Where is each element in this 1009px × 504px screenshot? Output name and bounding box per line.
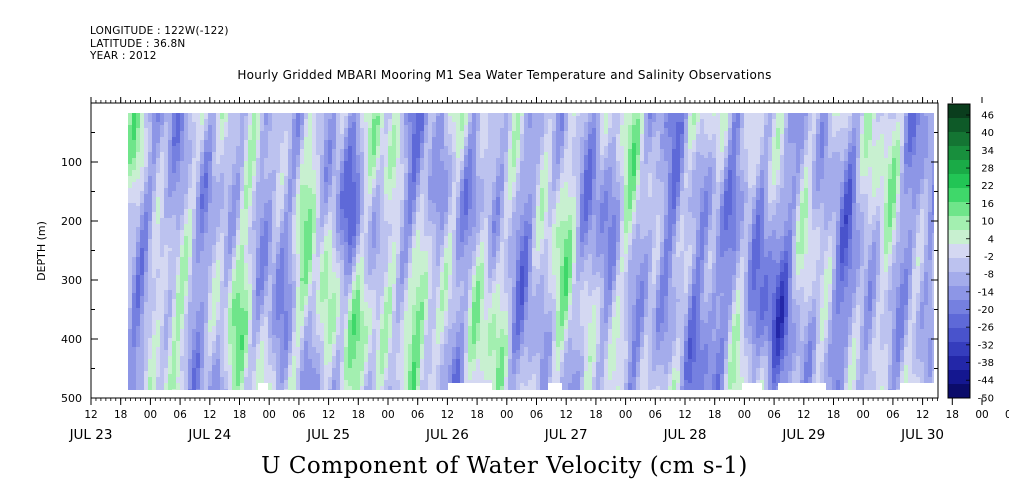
colorbar-tick-label: -44: [978, 376, 994, 387]
colorbar-tick-label: 28: [981, 164, 994, 175]
x-hour-tick-label: 12: [797, 409, 810, 421]
x-day-label: JUL 25: [306, 427, 350, 443]
colorbar-swatch: [948, 132, 970, 147]
colorbar-tick-label: -2: [984, 252, 994, 263]
x-hour-tick-label: 06: [411, 409, 425, 421]
colorbar-swatch: [948, 328, 970, 343]
x-hour-tick-label: 00: [619, 409, 632, 421]
colorbar-tick-label: -20: [978, 305, 994, 316]
colorbar: 46 40 34 28 22 16 10 4 -2 -8 -14 -20 -26 -32 -38 -44 -50: [947, 103, 994, 404]
colorbar-swatch: [948, 370, 970, 385]
colorbar-tick-label: 46: [981, 111, 994, 122]
x-hour-tick-label: 18: [708, 409, 721, 421]
x-hour-tick-label: 06: [1005, 409, 1009, 421]
colorbar-swatch: [948, 188, 970, 203]
colorbar-tick-label: -8: [984, 270, 994, 281]
x-hour-tick-label: 06: [173, 409, 187, 421]
x-day-label: JUL 29: [781, 427, 825, 443]
colorbar-swatch: [948, 272, 970, 287]
x-hour-tick-label: 18: [352, 409, 365, 421]
x-hour-tick-label: 00: [381, 409, 394, 421]
x-day-label: JUL 26: [425, 427, 469, 443]
y-tick-label: 400: [61, 333, 82, 346]
axis-ticks: [90, 97, 983, 405]
colorbar-tick-label: -26: [978, 323, 994, 334]
x-day-label: JUL 28: [663, 427, 707, 443]
y-tick-labels: 100 200 300 400 500: [61, 156, 82, 405]
colorbar-swatch: [948, 384, 970, 399]
x-hour-tick-label: 06: [767, 409, 781, 421]
y-tick-label: 200: [61, 215, 82, 228]
colorbar-tick-label: 4: [988, 234, 994, 245]
colorbar-tick-label: -32: [978, 340, 994, 351]
missing-data-gaps: [258, 383, 934, 391]
y-tick-label: 500: [61, 392, 82, 405]
colorbar-swatch: [948, 104, 970, 119]
x-hour-tick-label: 06: [886, 409, 900, 421]
x-hour-tick-label: 18: [114, 409, 127, 421]
x-hour-tick-label: 00: [857, 409, 870, 421]
x-hour-tick-label: 12: [560, 409, 573, 421]
x-hour-tick-label: 12: [441, 409, 454, 421]
colorbar-swatch: [948, 160, 970, 175]
contour-field: [128, 113, 934, 390]
colorbar-swatch: [948, 314, 970, 329]
x-hour-tick-label: 18: [470, 409, 483, 421]
latitude-label: LATITUDE : 36.8N: [90, 38, 186, 50]
x-day-label: JUL 23: [69, 427, 113, 443]
x-hour-tick-label: 18: [233, 409, 246, 421]
x-hour-tick-label: 00: [144, 409, 157, 421]
colorbar-tick-label: 22: [981, 181, 994, 192]
year-label: YEAR : 2012: [90, 50, 157, 62]
x-hour-tick-label: 12: [203, 409, 216, 421]
longitude-label: LONGITUDE : 122W(-122): [90, 25, 229, 37]
x-axis-label: U Component of Water Velocity (cm s-1): [261, 453, 748, 479]
y-tick-label: 300: [61, 274, 82, 287]
x-day-labels: JUL 23 JUL 24 JUL 25 JUL 26 JUL 27 JUL 28 JUL …: [69, 427, 944, 443]
x-day-label: JUL 24: [187, 427, 231, 443]
colorbar-swatch: [948, 146, 970, 161]
colorbar-tick-label: 10: [981, 217, 994, 228]
x-hour-tick-label: 12: [678, 409, 691, 421]
x-hour-tick-label: 12: [916, 409, 929, 421]
x-hour-tick-label: 12: [322, 409, 335, 421]
colorbar-swatch: [948, 258, 970, 273]
colorbar-swatch: [948, 118, 970, 133]
x-hour-tick-label: 00: [263, 409, 276, 421]
x-hour-tick-label: 12: [84, 409, 97, 421]
x-hour-tick-label: 06: [292, 409, 306, 421]
x-hour-tick-label: 00: [738, 409, 751, 421]
colorbar-tick-label: 16: [981, 199, 994, 210]
colorbar-swatch: [948, 216, 970, 231]
y-tick-label: 100: [61, 156, 82, 169]
x-day-label: JUL 30: [900, 427, 944, 443]
colorbar-tick-label: -50: [978, 393, 994, 404]
x-hour-tick-label: 06: [530, 409, 544, 421]
colorbar-tick-label: -14: [978, 287, 994, 298]
colorbar-tick-label: 40: [981, 128, 994, 139]
x-hour-tick-label: 00: [500, 409, 513, 421]
x-hour-tick-label: 00: [975, 409, 988, 421]
colorbar-swatch: [948, 342, 970, 357]
colorbar-swatch: [948, 202, 970, 217]
colorbar-swatch: [948, 230, 970, 245]
x-hour-tick-label: 06: [649, 409, 663, 421]
colorbar-swatch: [948, 286, 970, 301]
colorbar-swatch: [948, 244, 970, 259]
x-hour-tick-label: 18: [589, 409, 602, 421]
colorbar-tick-label: -38: [978, 358, 994, 369]
colorbar-swatch: [948, 174, 970, 189]
colorbar-swatch: [948, 356, 970, 371]
chart-title: Hourly Gridded MBARI Mooring M1 Sea Wate…: [237, 68, 772, 82]
y-axis-label: DEPTH (m): [35, 221, 48, 281]
x-hour-tick-labels: 12 18 00 06 12 18 00 06 12 18 00 06 12 18 00 06 12 18 00 06…: [84, 409, 1009, 421]
x-day-label: JUL 27: [544, 427, 588, 443]
x-hour-tick-label: 18: [946, 409, 959, 421]
colorbar-tick-label: 34: [981, 146, 994, 157]
x-hour-tick-label: 18: [827, 409, 840, 421]
colorbar-swatch: [948, 300, 970, 315]
